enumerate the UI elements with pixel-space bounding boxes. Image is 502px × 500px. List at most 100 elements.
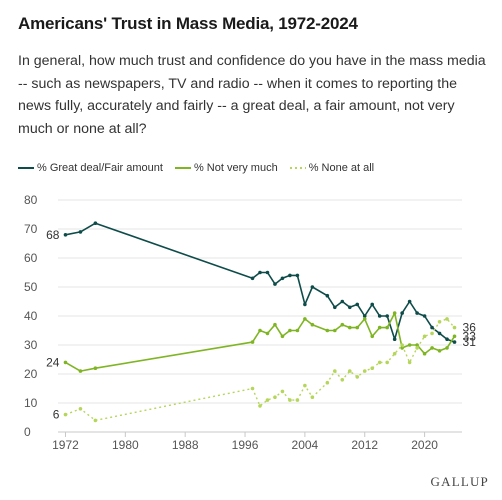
legend: % Great deal/Fair amount % Not very much… xyxy=(18,160,386,176)
data-point xyxy=(362,369,367,373)
legend-label-not-very-much: % Not very much xyxy=(193,162,278,174)
x-tick-label: 2012 xyxy=(351,438,378,452)
legend-label-none-at-all: % None at all xyxy=(308,162,375,174)
data-point xyxy=(303,302,307,307)
data-point xyxy=(400,311,404,315)
chart-title: Americans' Trust in Mass Media, 1972-202… xyxy=(18,14,358,33)
x-tick-label: 1988 xyxy=(172,438,199,452)
data-point xyxy=(400,343,404,347)
data-point xyxy=(347,305,352,310)
y-tick-label: 80 xyxy=(24,193,38,207)
data-point xyxy=(392,311,397,315)
y-tick-label: 30 xyxy=(24,338,38,352)
series-line-1 xyxy=(65,312,456,372)
data-point xyxy=(437,331,442,336)
y-tick-label: 10 xyxy=(24,396,38,410)
data-point xyxy=(422,334,427,339)
data-point xyxy=(310,285,315,289)
data-point xyxy=(333,305,337,310)
data-point xyxy=(422,351,427,356)
data-point xyxy=(265,398,270,402)
data-point xyxy=(325,380,330,385)
data-point xyxy=(288,328,292,333)
y-tick-label: 50 xyxy=(24,280,38,294)
data-point xyxy=(385,314,389,318)
x-tick-label: 1980 xyxy=(112,438,139,452)
data-point xyxy=(452,334,457,339)
data-point xyxy=(415,346,419,350)
data-label: 24 xyxy=(46,355,60,369)
data-point xyxy=(325,328,330,333)
data-point xyxy=(273,322,277,327)
data-point xyxy=(93,366,98,371)
data-point xyxy=(273,395,277,400)
data-point xyxy=(258,328,262,333)
legend-swatch-not-very-much xyxy=(174,167,191,169)
data-point xyxy=(377,325,382,330)
data-point xyxy=(445,337,449,342)
data-point xyxy=(310,322,315,327)
data-point xyxy=(310,395,315,400)
y-tick-label: 60 xyxy=(24,251,38,265)
data-point xyxy=(280,334,285,339)
data-point xyxy=(288,398,292,402)
data-point xyxy=(273,282,277,286)
data-point xyxy=(288,273,292,278)
data-point xyxy=(265,270,270,275)
data-point xyxy=(355,325,360,330)
data-label: 68 xyxy=(46,228,60,242)
data-point xyxy=(325,293,330,298)
data-point xyxy=(385,360,389,365)
data-point xyxy=(295,273,300,278)
data-point xyxy=(415,311,419,315)
data-point xyxy=(370,302,375,307)
data-point xyxy=(430,346,434,350)
data-point xyxy=(445,346,449,350)
data-point xyxy=(340,378,345,382)
data-point xyxy=(340,299,345,304)
legend-item-none-at-all: % None at all xyxy=(289,162,375,174)
data-point xyxy=(370,366,375,371)
data-label: 33 xyxy=(463,329,477,343)
data-point xyxy=(407,299,412,304)
legend-item-not-very-much: % Not very much xyxy=(174,162,278,174)
data-point xyxy=(422,314,427,318)
data-point xyxy=(377,360,382,365)
data-point xyxy=(362,317,367,321)
data-point xyxy=(347,325,352,330)
data-point xyxy=(93,221,98,225)
data-point xyxy=(250,386,255,391)
chart-subtitle: In general, how much trust and confidenc… xyxy=(18,53,486,137)
data-point xyxy=(333,369,337,373)
data-label: 31 xyxy=(463,335,477,349)
legend-item-great-deal: % Great deal/Fair amount xyxy=(18,162,163,174)
data-point xyxy=(340,322,345,327)
y-tick-label: 40 xyxy=(24,309,38,323)
series-line-0 xyxy=(65,222,455,343)
data-point xyxy=(63,233,68,237)
data-point xyxy=(93,418,98,423)
data-point xyxy=(407,360,412,365)
data-point xyxy=(355,302,360,307)
data-point xyxy=(430,325,434,330)
data-point xyxy=(407,343,412,347)
data-point xyxy=(295,398,300,402)
data-point xyxy=(333,328,337,333)
y-tick-label: 0 xyxy=(24,425,31,439)
data-point xyxy=(78,369,83,373)
data-point xyxy=(258,270,262,275)
data-point xyxy=(78,230,83,234)
data-point xyxy=(452,340,457,344)
data-point xyxy=(303,317,307,321)
data-point xyxy=(370,334,375,339)
data-label: 6 xyxy=(53,408,60,422)
x-tick-label: 1972 xyxy=(52,438,79,452)
data-point xyxy=(355,375,360,379)
data-point xyxy=(437,320,442,324)
data-point xyxy=(250,340,255,344)
y-tick-label: 70 xyxy=(24,222,38,236)
data-point xyxy=(362,314,367,318)
data-point xyxy=(445,317,449,321)
data-point xyxy=(385,325,389,330)
